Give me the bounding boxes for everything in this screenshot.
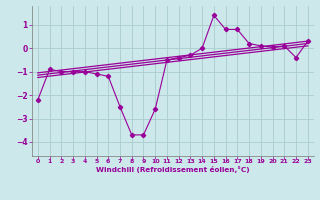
X-axis label: Windchill (Refroidissement éolien,°C): Windchill (Refroidissement éolien,°C) (96, 166, 250, 173)
